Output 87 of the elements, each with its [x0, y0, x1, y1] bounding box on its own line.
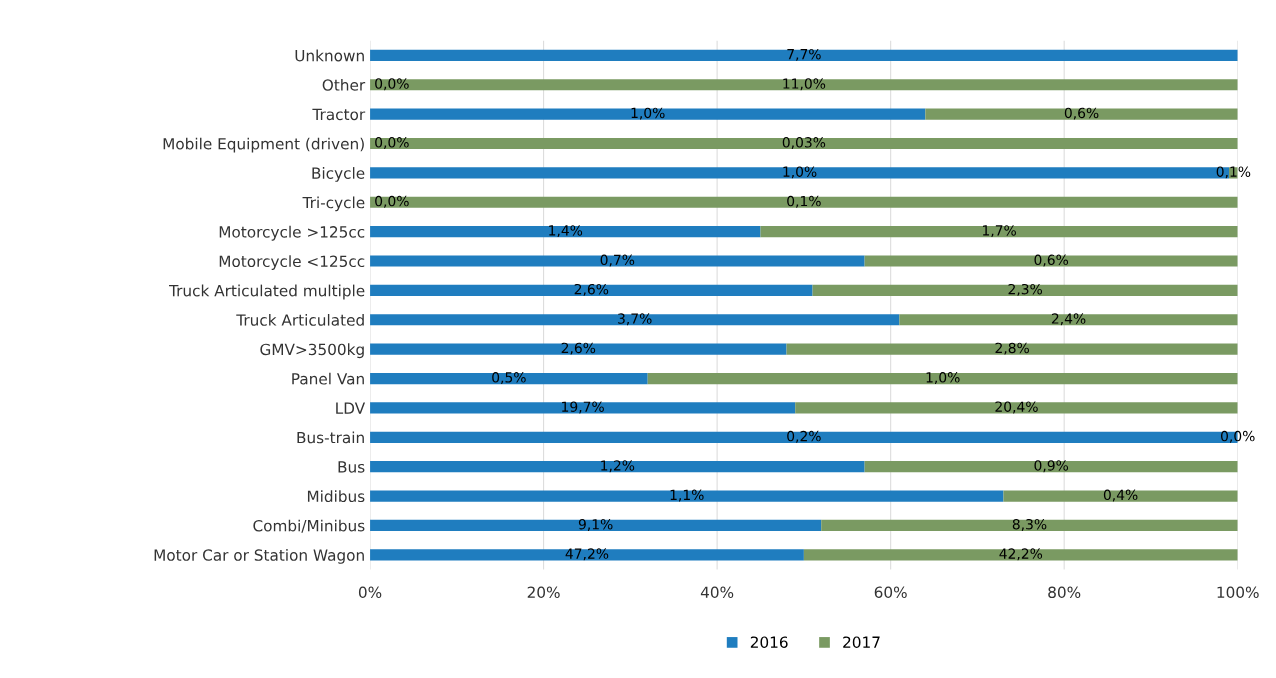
- annotation: 1,1%: [670, 489, 704, 502]
- bar: [370, 519, 822, 532]
- annotation: 1,7%: [982, 225, 1016, 238]
- y-tick-label: Tractor: [312, 108, 366, 121]
- y-tick-label: Tri-cycle: [302, 196, 365, 212]
- bar: [1003, 490, 1238, 502]
- bar: [370, 196, 1238, 208]
- annotation: 0,9%: [1034, 460, 1069, 473]
- annotation: 0,1%: [787, 195, 821, 208]
- y-tick-label: Panel Van: [292, 372, 364, 385]
- x-tick-label: 20%: [527, 586, 560, 599]
- y-tick-label: Bus-train: [297, 431, 364, 444]
- y-tick-label: Mobile Equipment (driven): [163, 137, 364, 153]
- bar: [370, 314, 900, 326]
- bar: [370, 49, 1238, 61]
- annotation: 0,03%: [782, 137, 826, 149]
- bar: [647, 372, 1238, 385]
- annotation: 0,0%: [375, 78, 409, 91]
- annotation: 42,2%: [999, 548, 1043, 561]
- bar: [812, 284, 1238, 296]
- y-tick-label: Bicycle: [312, 167, 365, 182]
- annotation: 2,4%: [1051, 313, 1086, 326]
- bar: [370, 284, 813, 296]
- y-tick-label: Unknown: [295, 49, 364, 62]
- annotation: 11,0%: [783, 78, 826, 91]
- bar: [760, 226, 1238, 238]
- annotation: 2,3%: [1008, 283, 1043, 296]
- annotation: 0,0%: [375, 195, 409, 208]
- bar: [803, 549, 1238, 561]
- annotation: 3,7%: [618, 313, 652, 326]
- annotation: 0,2%: [787, 430, 821, 443]
- annotation: 1,2%: [601, 460, 635, 473]
- bar: [370, 372, 648, 385]
- y-tick-label: Combi/Minibus: [253, 519, 365, 533]
- y-tick-label: LDV: [336, 402, 366, 414]
- annotation: 0,6%: [1034, 254, 1069, 267]
- bar: [925, 108, 1238, 120]
- annotation: 19,7%: [562, 401, 604, 414]
- y-tick-label: Motorcycle <125cc: [219, 255, 365, 271]
- x-tick-label: 100%: [1217, 586, 1259, 599]
- annotation: 1,4%: [549, 225, 583, 238]
- annotation: 8,3%: [1012, 518, 1047, 531]
- bar: [370, 402, 796, 414]
- bar: [370, 137, 1238, 150]
- annotation: 0,0%: [375, 137, 409, 149]
- bar: [864, 255, 1238, 267]
- annotation: 9,1%: [578, 518, 613, 531]
- legend-label: 2017: [843, 636, 880, 648]
- bar: [370, 79, 1238, 91]
- bar: [821, 519, 1238, 532]
- bar: [795, 402, 1238, 414]
- annotation: 0,4%: [1103, 489, 1138, 502]
- bar: [864, 461, 1238, 473]
- bar: [370, 549, 804, 561]
- annotation: 2,6%: [561, 342, 596, 355]
- annotation: 20,4%: [995, 401, 1038, 414]
- annotation: 2,6%: [574, 283, 609, 296]
- annotation: 2,8%: [995, 342, 1029, 355]
- y-tick-label: GMV>3500kg: [260, 343, 364, 359]
- annotation: 7,7%: [787, 48, 821, 61]
- y-tick-label: Truck Articulated multiple: [169, 284, 365, 300]
- y-tick-label: Other: [322, 78, 366, 91]
- annotation: 1,0%: [631, 107, 665, 120]
- y-tick-label: Motorcycle >125cc: [219, 225, 365, 241]
- annotation: 47,2%: [565, 548, 609, 561]
- y-tick-label: Motor Car or Station Wagon: [154, 549, 364, 564]
- annotation: 0,6%: [1064, 107, 1099, 120]
- annotation: 1,0%: [926, 372, 960, 384]
- annotation: 0,5%: [492, 372, 526, 384]
- annotation: 0,7%: [600, 254, 635, 267]
- annotation: 1,0%: [783, 166, 817, 179]
- x-tick-label: 40%: [700, 586, 734, 599]
- x-tick-label: 80%: [1048, 586, 1081, 599]
- bar: [370, 108, 926, 120]
- bar: [370, 490, 1004, 502]
- bar: [786, 343, 1238, 355]
- legend-label: 2016: [750, 636, 788, 648]
- bar: [370, 226, 761, 238]
- bar: [370, 461, 865, 473]
- x-tick-label: 0%: [358, 586, 382, 599]
- bar: [899, 314, 1238, 326]
- y-tick-label: Bus: [338, 461, 365, 473]
- y-tick-label: Truck Articulated: [236, 313, 364, 326]
- x-tick-label: 60%: [874, 586, 907, 599]
- y-tick-label: Midibus: [307, 490, 365, 503]
- bar: [370, 255, 865, 267]
- bar: [370, 343, 787, 355]
